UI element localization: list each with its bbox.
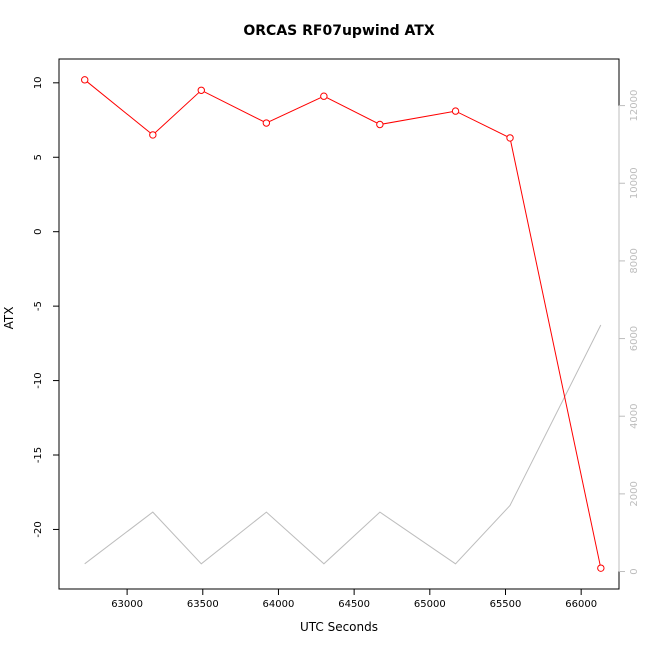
y2-tick-label: 10000: [629, 167, 640, 199]
x-tick-label: 63000: [111, 599, 143, 610]
y-tick-label: -5: [33, 301, 44, 311]
y-tick-label: 10: [33, 76, 44, 89]
x-tick-label: 64500: [338, 599, 370, 610]
atx-data-point: [197, 86, 205, 94]
atx-data-point: [81, 76, 89, 84]
y2-tick-label: 0: [629, 568, 640, 574]
chart-title: ORCAS RF07upwind ATX: [243, 23, 434, 39]
y-tick-label: -20: [33, 521, 44, 537]
x-tick-label: 65500: [490, 599, 522, 610]
x-axis: 63000 63500 64000 64500 65000 65500 66000: [111, 588, 597, 610]
x-tick-label: 65000: [414, 599, 446, 610]
y-tick-label: 5: [33, 154, 44, 160]
atx-data-point: [262, 119, 271, 127]
atx-series-line: [84, 79, 602, 569]
x-axis-label: UTC Seconds: [300, 620, 378, 634]
y-tick-label: -10: [33, 372, 44, 388]
y2-series-line: [84, 324, 602, 565]
y2-tick-label: 6000: [629, 326, 640, 351]
y2-axis: 0 2000 4000 6000 8000 10000 12000: [618, 90, 640, 575]
y-tick-label: -15: [33, 447, 44, 463]
y-axis: 10 5 0 -5 -10 -15 -20: [33, 76, 60, 538]
series-layer: [81, 76, 605, 572]
y2-tick-label: 12000: [629, 90, 640, 122]
x-tick-label: 66000: [565, 599, 597, 610]
y2-tick-label: 4000: [629, 403, 640, 428]
atx-data-point: [376, 120, 384, 129]
atx-data-point: [149, 131, 157, 139]
atx-data-point: [451, 107, 460, 115]
x-tick-label: 63500: [187, 599, 219, 610]
y-tick-label: 0: [33, 229, 44, 235]
y2-tick-label: 2000: [629, 481, 640, 506]
atx-data-point: [597, 564, 605, 572]
y-axis-label: ATX: [2, 307, 16, 330]
y2-tick-label: 8000: [629, 248, 640, 273]
atx-data-point: [320, 92, 328, 100]
atx-data-point: [506, 134, 514, 142]
x-tick-label: 64000: [263, 599, 295, 610]
plot-frame: [58, 58, 620, 590]
